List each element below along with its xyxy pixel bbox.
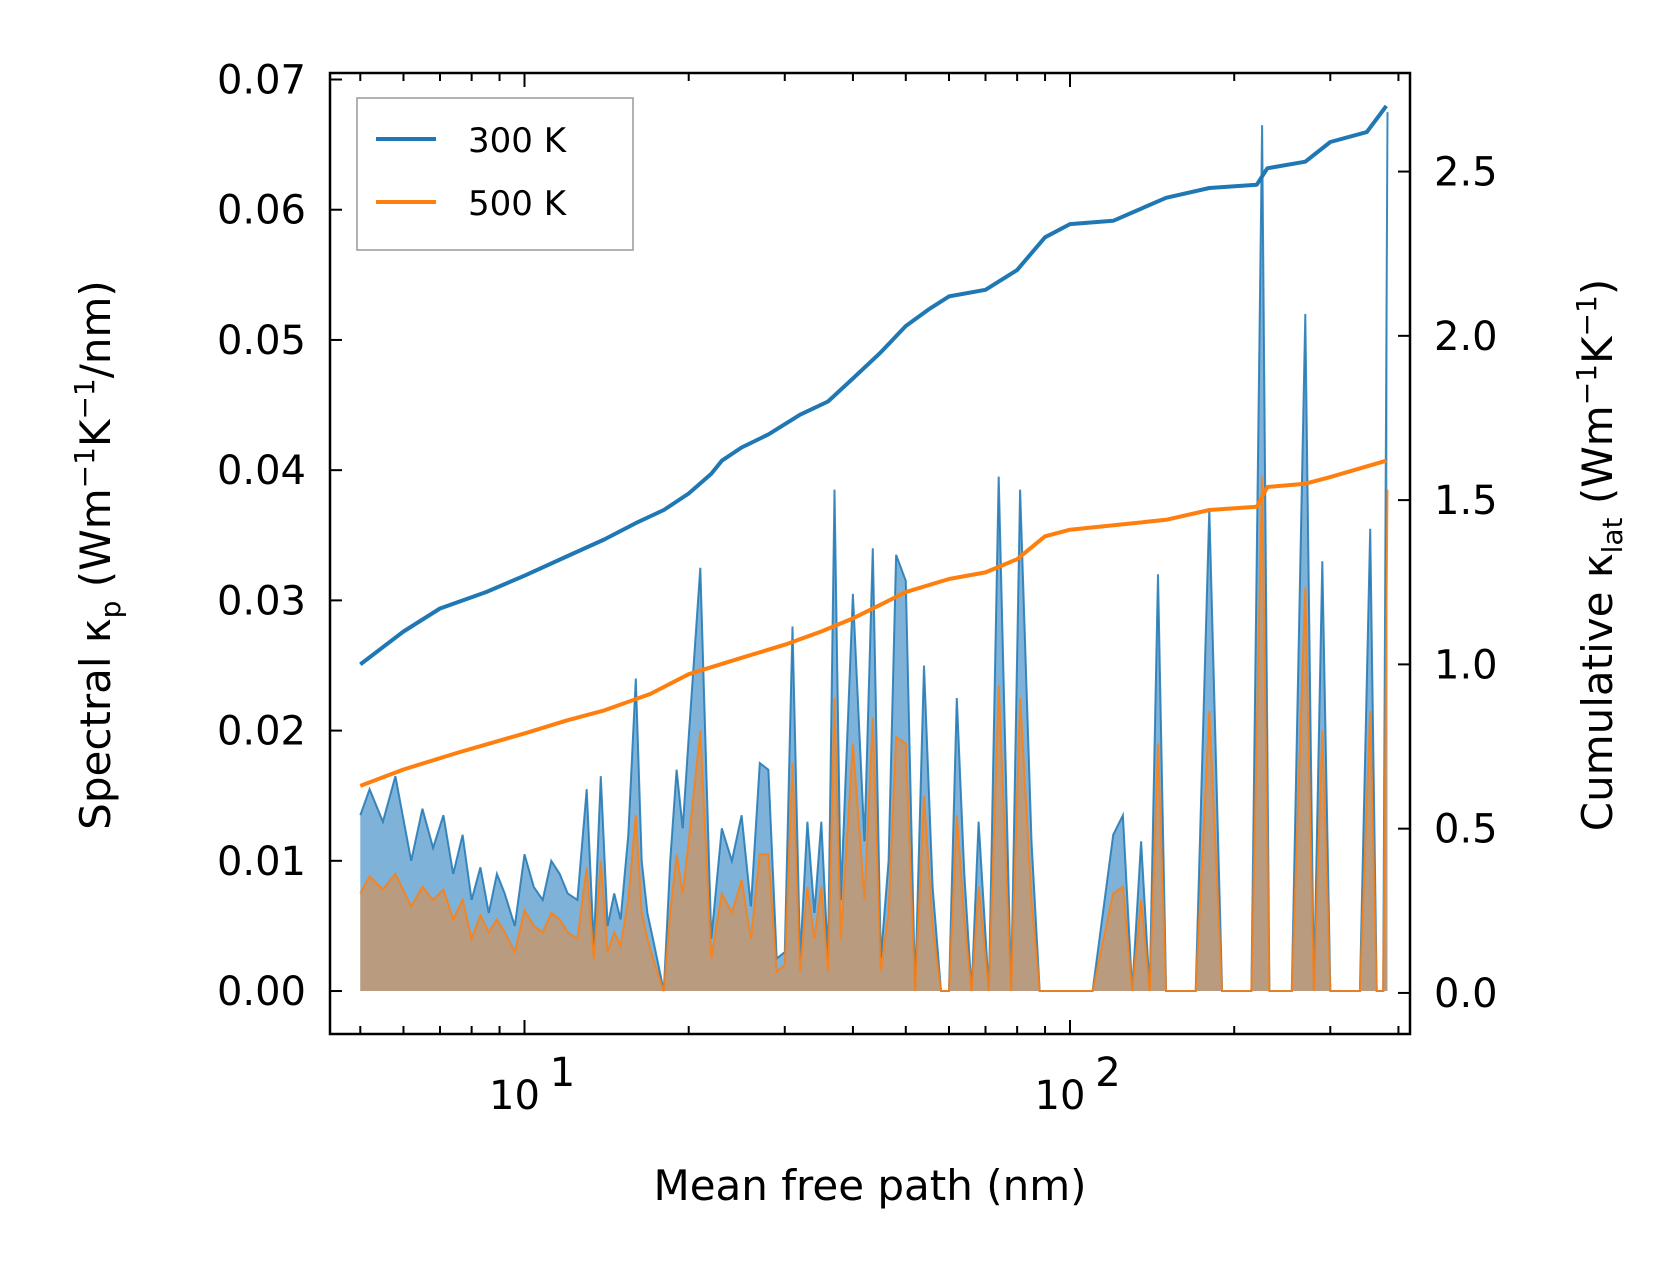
- y-tick-label-3: 0.03: [217, 578, 306, 624]
- y-tick-label-5: 0.05: [217, 318, 306, 364]
- legend-label-300K: 300 K: [468, 121, 568, 161]
- spectral-layer: [359, 112, 1389, 992]
- x-tick-label-1: 10: [1035, 1073, 1086, 1119]
- x-axis-title: Mean free path (nm): [653, 1161, 1086, 1210]
- x-tick-exponent-1: 2: [1095, 1050, 1120, 1096]
- y2-tick-label-0: 0.0: [1434, 971, 1498, 1017]
- y-tick-label-7: 0.07: [217, 58, 306, 104]
- spectral-line-500K: [359, 476, 1389, 992]
- y-tick-label-0: 0.00: [217, 969, 306, 1015]
- plot-frame: [328, 71, 1412, 1036]
- cumulative-line-500K: [359, 458, 1387, 788]
- cumulative-line-300K: [359, 104, 1388, 666]
- spectral-area-500K: [360, 476, 1388, 991]
- y-tick-label-6: 0.06: [217, 188, 306, 234]
- x-tick-label-0: 10: [489, 1073, 540, 1119]
- y2-tick-label-2: 1.0: [1434, 642, 1498, 688]
- right-axis: 0.0 0.5 1.0 1.5 2.0 2.5: [1398, 150, 1498, 1017]
- y2-tick-label-3: 1.5: [1434, 478, 1498, 524]
- y-tick-label-4: 0.04: [217, 448, 306, 494]
- x-tick-exponent-0: 1: [550, 1050, 575, 1096]
- legend-box: [356, 97, 634, 251]
- cumulative-layer: [359, 104, 1388, 788]
- y2-axis-title: Cumulative κlat (Wm−1K−1): [1570, 279, 1629, 831]
- y-axis-title: Spectral κp (Wm−1K−1/nm): [68, 280, 127, 830]
- legend-label-500K: 500 K: [468, 184, 568, 224]
- y2-tick-label-1: 0.5: [1434, 807, 1498, 853]
- y2-tick-label-5: 2.5: [1434, 150, 1498, 196]
- y2-tick-label-4: 2.0: [1434, 314, 1498, 360]
- y-tick-label-1: 0.01: [217, 839, 306, 885]
- y-tick-label-2: 0.02: [217, 709, 306, 755]
- bottom-axis: 10 1 10 2: [359, 73, 1400, 1119]
- left-axis: 0.00 0.01 0.02 0.03 0.04 0.05 0.06 0.07: [217, 58, 342, 1015]
- legend: 300 K 500 K: [356, 97, 634, 251]
